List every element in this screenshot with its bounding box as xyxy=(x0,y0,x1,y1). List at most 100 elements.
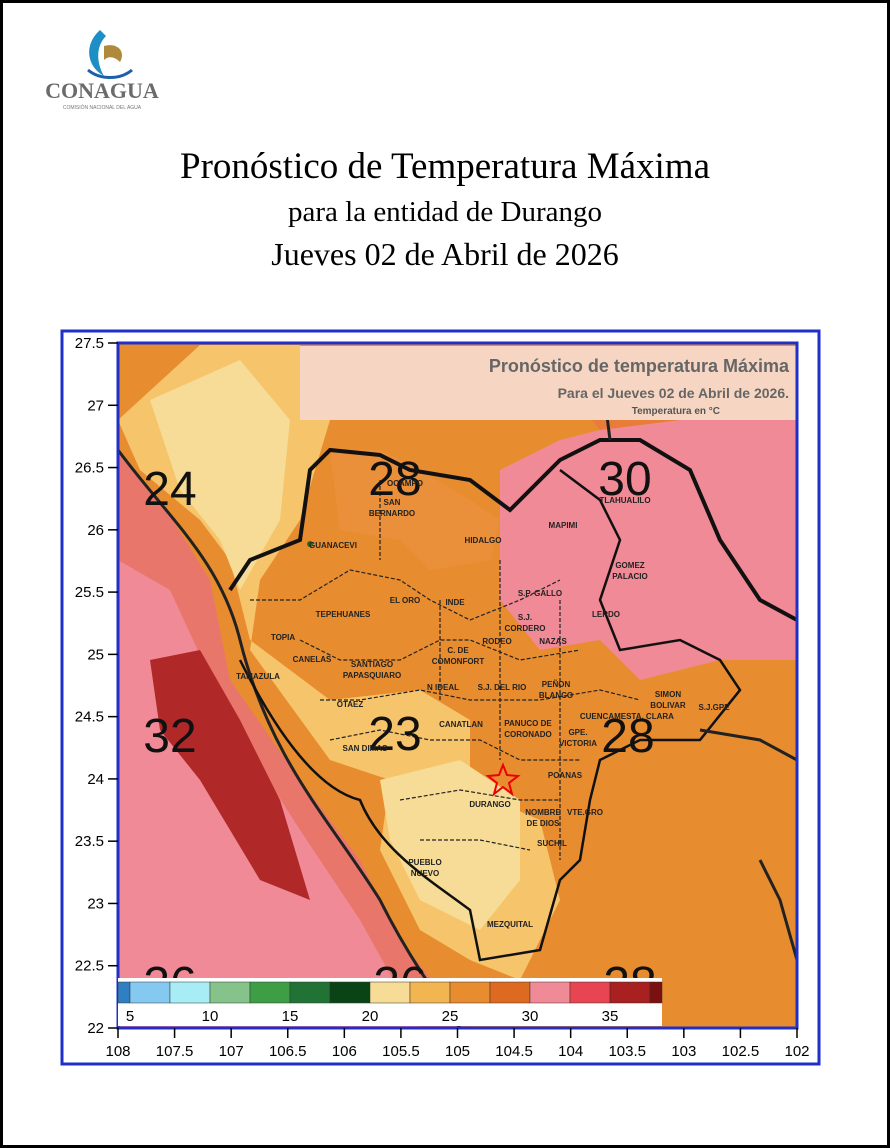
municipality-label: TLAHUALILO xyxy=(599,496,650,505)
lon-tick-label: 103.5 xyxy=(608,1043,646,1060)
colorbar-swatch xyxy=(449,981,491,1004)
lat-tick-label: 23.5 xyxy=(75,833,104,850)
municipality-label: NOMBRE xyxy=(525,808,561,817)
colorbar-label: 20 xyxy=(362,1008,379,1025)
municipality-label: SUCHIL xyxy=(537,839,567,848)
overlay-box xyxy=(300,346,797,420)
lon-tick-label: 108 xyxy=(105,1043,130,1060)
municipality-label: SAN DIMAS xyxy=(343,744,389,753)
municipality-label: EL ORO xyxy=(390,596,421,605)
municipality-label: OCAMPO xyxy=(387,479,423,488)
map: 242830322328262628 OCAMPOSANBERNARDOTLAH… xyxy=(118,343,797,1028)
municipality-label: VTE.GRO xyxy=(567,808,603,817)
municipality-label: CORDERO xyxy=(505,624,546,633)
municipality-label: GPE. xyxy=(568,728,587,737)
lon-tick-label: 102 xyxy=(784,1043,809,1060)
municipality-label: BLANCO xyxy=(539,691,573,700)
overlay-title: Pronóstico de temperatura Máxima xyxy=(489,356,790,376)
title: Pronóstico de Temperatura Máxima xyxy=(180,146,710,187)
municipality-label: COMONFORT xyxy=(432,657,485,666)
municipality-label: HIDALGO xyxy=(465,536,502,545)
contour-label: 28 xyxy=(601,710,654,763)
lat-tick-label: 22.5 xyxy=(75,958,104,975)
colorbar-swatch xyxy=(209,981,251,1004)
colorbar-label: 35 xyxy=(602,1008,619,1025)
municipality-label: DURANGO xyxy=(469,800,510,809)
lon-tick-label: 106 xyxy=(332,1043,357,1060)
colorbar-swatch xyxy=(129,981,171,1004)
lon-tick-label: 104.5 xyxy=(495,1043,533,1060)
lon-tick-label: 104 xyxy=(558,1043,583,1060)
contour-label: 24 xyxy=(143,463,196,516)
municipality-label: CANELAS xyxy=(293,655,332,664)
colorbar-swatch xyxy=(289,981,331,1004)
municipality-label: PAPASQUIARO xyxy=(343,671,401,680)
logo-name: CONAGUA xyxy=(45,78,159,103)
logo: CONAGUA COMISIÓN NACIONAL DEL AGUA xyxy=(45,30,159,111)
municipality-label: BOLIVAR xyxy=(650,701,686,710)
municipality-label: STA. CLARA xyxy=(626,712,674,721)
lat-tick-label: 24 xyxy=(87,771,104,788)
municipality-label: NAZAS xyxy=(539,637,567,646)
capital-star xyxy=(485,762,521,797)
lon-tick-label: 105 xyxy=(445,1043,470,1060)
colorbar-swatch xyxy=(609,981,651,1004)
municipality-label: LERDO xyxy=(592,610,620,619)
contour-label: 32 xyxy=(143,710,196,763)
municipality-label: INDE xyxy=(445,598,465,607)
lat-tick-label: 22 xyxy=(87,1020,104,1037)
municipality-label: CORONADO xyxy=(504,730,552,739)
colorbar-label: 10 xyxy=(202,1008,219,1025)
colorbar-label: 30 xyxy=(522,1008,539,1025)
municipality-label: S.P. GALLO xyxy=(518,589,562,598)
colorbar-swatch xyxy=(569,981,611,1004)
colorbar-swatch xyxy=(117,981,131,1004)
municipality-label: PALACIO xyxy=(612,572,647,581)
lat-tick-label: 27 xyxy=(87,397,104,414)
municipality-label: MAPIMI xyxy=(549,521,578,530)
municipality-label: PUEBLO xyxy=(408,858,441,867)
lat-tick-label: 27.5 xyxy=(75,335,104,352)
municipality-label: GOMEZ xyxy=(615,561,644,570)
lat-tick-label: 26.5 xyxy=(75,460,104,477)
lon-tick-label: 103 xyxy=(671,1043,696,1060)
contour-label: 30 xyxy=(598,453,651,506)
municipality-label: C. DE xyxy=(447,646,469,655)
municipality-label: OTAEZ xyxy=(337,700,364,709)
municipality-label: VICTORIA xyxy=(559,739,597,748)
municipality-label: SIMON xyxy=(655,690,681,699)
colorbar-swatch xyxy=(649,981,663,1004)
colorbar-swatch xyxy=(369,981,411,1004)
colorbar-label: 15 xyxy=(282,1008,299,1025)
municipality-label: POANAS xyxy=(548,771,583,780)
lat-tick-label: 24.5 xyxy=(75,709,104,726)
municipality-label: MEZQUITAL xyxy=(487,920,533,929)
municipality-label: TEPEHUANES xyxy=(316,610,371,619)
colorbar-swatch xyxy=(529,981,571,1004)
contour-label: 28 xyxy=(368,453,421,506)
colorbar-swatch xyxy=(409,981,451,1004)
municipality-label: NUEVO xyxy=(411,869,439,878)
municipality-label: S.J.GPE xyxy=(698,703,730,712)
colorbar-label: 25 xyxy=(442,1008,459,1025)
lat-tick-label: 25 xyxy=(87,646,104,663)
lat-tick-label: 23 xyxy=(87,895,104,912)
municipality-label: DE DIOS xyxy=(527,819,561,828)
municipality-label: PANUCO DE xyxy=(504,719,552,728)
lon-tick-label: 106.5 xyxy=(269,1043,307,1060)
overlay-note: Temperatura en °C xyxy=(632,406,720,417)
municipality-label: S.J. xyxy=(518,613,532,622)
contour-label: 23 xyxy=(368,708,421,761)
municipality-label: RODEO xyxy=(482,637,511,646)
municipality-label: BERNARDO xyxy=(369,509,415,518)
lat-tick-label: 25.5 xyxy=(75,584,104,601)
lon-tick-label: 102.5 xyxy=(722,1043,760,1060)
municipality-label: CUENCAME xyxy=(580,712,627,721)
municipality-label: N IDEAL xyxy=(427,683,459,692)
municipality-label: PEÑON xyxy=(542,680,571,689)
lat-tick-label: 26 xyxy=(87,522,104,539)
lon-tick-label: 107.5 xyxy=(156,1043,194,1060)
municipality-label: TAMAZULA xyxy=(236,672,280,681)
logo-subtitle: COMISIÓN NACIONAL DEL AGUA xyxy=(63,104,142,111)
